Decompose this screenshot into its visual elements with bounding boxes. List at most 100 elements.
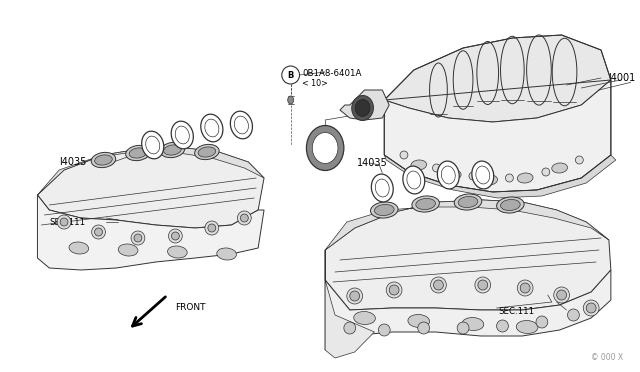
Polygon shape (325, 250, 374, 358)
Polygon shape (325, 270, 611, 350)
Ellipse shape (69, 242, 89, 254)
Ellipse shape (454, 194, 482, 210)
Ellipse shape (307, 125, 344, 170)
Circle shape (386, 282, 402, 298)
Polygon shape (384, 155, 616, 198)
Ellipse shape (118, 244, 138, 256)
Ellipse shape (160, 142, 185, 158)
Polygon shape (340, 90, 389, 120)
Polygon shape (325, 200, 611, 310)
Polygon shape (384, 35, 611, 122)
Circle shape (554, 287, 570, 303)
Ellipse shape (416, 198, 435, 209)
Ellipse shape (201, 114, 223, 142)
Ellipse shape (352, 96, 373, 121)
Polygon shape (325, 200, 609, 250)
Ellipse shape (472, 161, 493, 189)
Circle shape (378, 324, 390, 336)
Ellipse shape (482, 175, 497, 185)
Circle shape (347, 288, 363, 304)
Ellipse shape (442, 166, 455, 184)
Polygon shape (384, 80, 611, 192)
Ellipse shape (355, 99, 370, 116)
Circle shape (57, 215, 71, 229)
Text: 14040E: 14040E (350, 108, 387, 118)
Ellipse shape (175, 126, 189, 144)
Circle shape (457, 322, 469, 334)
Ellipse shape (195, 144, 219, 160)
Ellipse shape (312, 132, 338, 164)
Circle shape (431, 277, 446, 293)
Text: SEC.111: SEC.111 (499, 308, 534, 317)
Text: 0B1A8-6401A: 0B1A8-6401A (303, 68, 362, 77)
Circle shape (433, 164, 440, 172)
Circle shape (520, 283, 530, 293)
Circle shape (60, 218, 68, 226)
Ellipse shape (198, 147, 216, 157)
Text: l4035: l4035 (59, 157, 86, 167)
Circle shape (92, 225, 106, 239)
Circle shape (506, 174, 513, 182)
Ellipse shape (230, 111, 252, 139)
Ellipse shape (125, 145, 150, 161)
Circle shape (241, 214, 248, 222)
Ellipse shape (95, 155, 112, 165)
Ellipse shape (374, 205, 394, 215)
Circle shape (517, 280, 533, 296)
Ellipse shape (552, 163, 568, 173)
Circle shape (469, 172, 477, 180)
Ellipse shape (412, 196, 440, 212)
Ellipse shape (462, 317, 484, 330)
Circle shape (350, 291, 360, 301)
Text: FRONT: FRONT (175, 304, 206, 312)
Circle shape (131, 231, 145, 245)
Ellipse shape (375, 179, 389, 197)
Text: © 000 X: © 000 X (591, 353, 623, 362)
Ellipse shape (517, 173, 533, 183)
Text: SEC.111: SEC.111 (49, 218, 85, 227)
Ellipse shape (476, 166, 490, 184)
Ellipse shape (146, 136, 160, 154)
Ellipse shape (497, 197, 524, 213)
Ellipse shape (408, 314, 429, 327)
Circle shape (475, 277, 491, 293)
Circle shape (568, 309, 579, 321)
Ellipse shape (354, 311, 376, 324)
Circle shape (478, 280, 488, 290)
Circle shape (418, 322, 429, 334)
Ellipse shape (129, 148, 147, 158)
Ellipse shape (445, 170, 461, 180)
Circle shape (497, 320, 508, 332)
Ellipse shape (437, 161, 460, 189)
Circle shape (542, 168, 550, 176)
Polygon shape (38, 148, 264, 195)
Ellipse shape (411, 160, 427, 170)
Circle shape (536, 316, 548, 328)
Ellipse shape (371, 202, 398, 218)
Circle shape (575, 156, 583, 164)
Ellipse shape (168, 246, 187, 258)
Ellipse shape (217, 248, 236, 260)
Ellipse shape (407, 171, 420, 189)
Circle shape (400, 151, 408, 159)
Polygon shape (38, 148, 264, 228)
Text: B: B (287, 71, 294, 80)
Circle shape (168, 229, 182, 243)
Ellipse shape (234, 116, 248, 134)
Circle shape (205, 221, 219, 235)
Text: l4001: l4001 (608, 73, 635, 83)
Circle shape (172, 232, 179, 240)
Ellipse shape (141, 131, 164, 159)
Circle shape (557, 290, 566, 300)
Circle shape (282, 66, 300, 84)
Text: < 10>: < 10> (303, 78, 328, 87)
Circle shape (583, 300, 599, 316)
Text: 14035: 14035 (356, 158, 387, 168)
Circle shape (586, 303, 596, 313)
Circle shape (95, 228, 102, 236)
Ellipse shape (164, 145, 181, 155)
Circle shape (134, 234, 142, 242)
Ellipse shape (403, 166, 425, 194)
Ellipse shape (516, 321, 538, 334)
Ellipse shape (172, 121, 193, 149)
